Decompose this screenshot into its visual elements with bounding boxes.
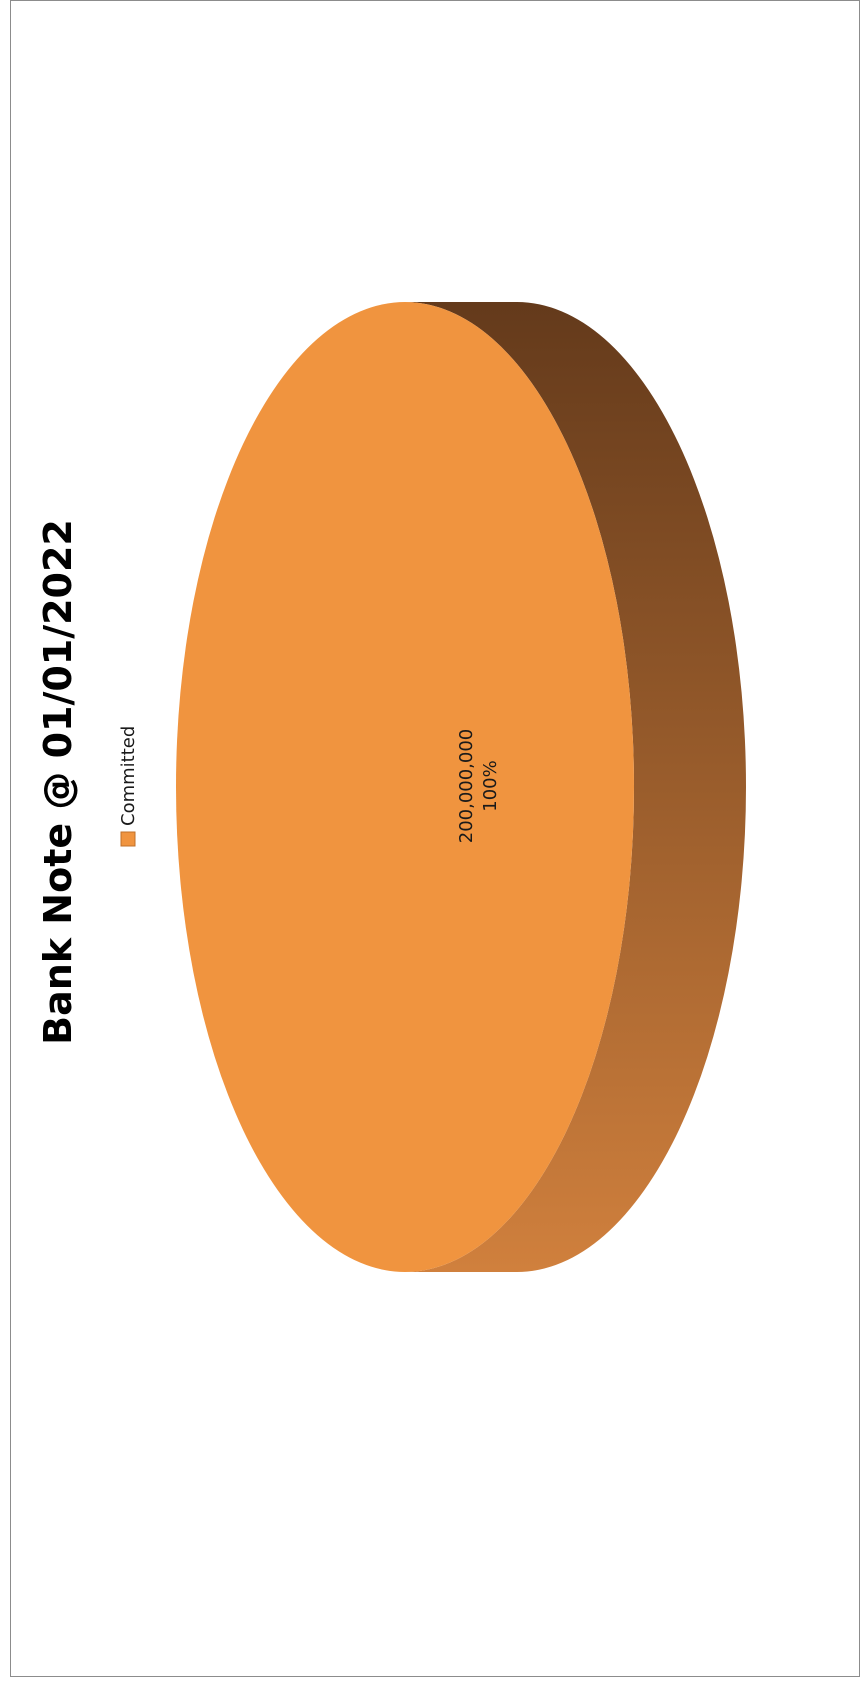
legend: Committed [118,726,139,847]
pie-slice-side [405,302,746,1272]
legend-swatch-committed [120,831,136,847]
data-label: 200,000,000 100% [456,729,501,844]
data-label-value: 200,000,000 [456,729,477,844]
data-label-percent: 100% [480,760,501,811]
legend-label-committed: Committed [118,726,139,826]
chart-title: Bank Note @ 01/01/2022 [36,519,80,1045]
pie-slice-committed [176,302,634,1272]
